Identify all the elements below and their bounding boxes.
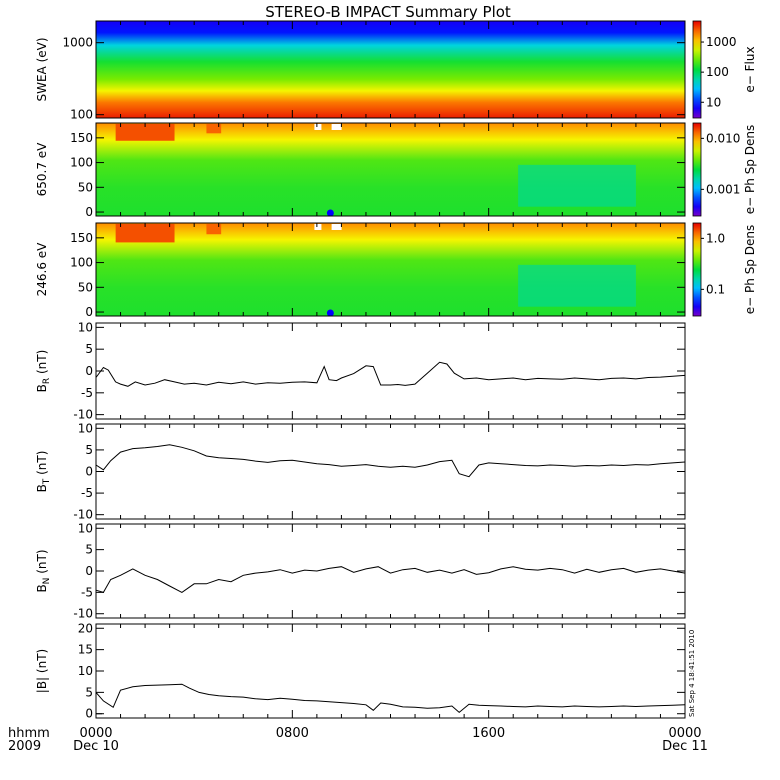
colorbar-scale [692,222,702,317]
heatmap-spot [326,309,334,317]
series-line [95,683,686,714]
data-gap [331,224,342,230]
panel-1: 100 1000 SWEA (eV) [35,20,686,122]
y-tick-label: -5 [81,585,93,599]
y-tick-label: 0 [85,465,93,479]
time-date-label: Dec 11 [662,739,708,754]
y-tick-label: 10 [78,421,93,435]
y-tick-label: 150 [70,231,93,245]
y-axis-label: BR (nT) [35,350,52,393]
time-tick-label: 0000 [668,726,701,741]
panel-frame [95,523,686,619]
panel-frame [95,322,686,420]
figure-title: STEREO-B IMPACT Summary Plot [265,3,511,21]
colorbar-tick-label: 10 [706,95,721,109]
data-gap [314,124,322,130]
y-tick-label: -10 [73,508,93,522]
y-tick-label: 10 [78,664,93,678]
series-line [95,361,686,387]
heatmap-patch [115,124,175,141]
y-axis-label: 650.7 eV [35,142,49,197]
panel-5: -10 -5 0 5 10 BT (nT) [35,421,686,522]
colorbar-label: e− Flux [743,46,757,92]
heatmap-patch [206,124,222,134]
y-tick-label: 0 [85,364,93,378]
time-axis-row1-label: hhmm [8,726,50,741]
colorbar-tick-label: 1000 [706,35,737,49]
y-tick-label: 5 [85,685,93,699]
panel-2: 0 50 100 150 650.7 eV [35,122,686,219]
y-tick-label: 15 [78,643,93,657]
colorbar-tick-label: 1.0 [706,231,725,245]
colorbar-label: e− Ph Sp Dens [743,225,757,314]
colorbar-tick-label: 0.010 [706,131,740,145]
heatmap-field [96,21,685,118]
y-tick-label: -5 [81,486,93,500]
heatmap-patch [115,224,175,243]
panel-3: 0 50 100 150 246.6 eV [35,222,686,319]
y-axis-label: BN (nT) [35,549,52,592]
y-tick-label: -5 [81,386,93,400]
heatmap-spot [326,209,334,217]
y-tick-label: 0 [85,205,93,219]
time-axis-row2-label: 2009 [8,739,41,754]
y-tick-label: 50 [78,180,93,194]
panel-frame [95,423,686,520]
colorbar-tick-label: 100 [706,65,729,79]
y-tick-label: 10 [78,521,93,535]
y-tick-label: 1000 [62,36,93,50]
data-gap [331,124,342,130]
colorbar-label: e− Ph Sp Dens [743,125,757,214]
y-axis-label: |B| (nT) [35,649,49,693]
data-gap [314,224,322,230]
series-line [95,566,686,593]
series-line [95,444,686,478]
y-tick-label: 0 [85,564,93,578]
y-tick-label: 5 [85,543,93,557]
y-tick-label: 100 [70,156,93,170]
colorbar-scale [692,20,702,119]
time-tick-label: 0800 [276,726,309,741]
time-date-label: Dec 10 [73,739,119,754]
y-tick-label: -10 [73,607,93,621]
y-tick-label: 100 [70,256,93,270]
y-tick-label: 5 [85,443,93,457]
heatmap-patch [206,224,222,235]
panel-7: 0 5 10 15 20 |B| (nT) [35,621,686,721]
colorbar-scale [692,122,702,217]
y-axis-label: BT (nT) [35,451,52,493]
y-tick-label: 10 [78,320,93,334]
heatmap-patch [518,264,636,307]
y-tick-label: -10 [73,408,93,422]
y-tick-label: 50 [78,280,93,294]
y-tick-label: 0 [85,305,93,319]
y-tick-label: 20 [78,621,93,635]
time-tick-label: 1600 [472,726,505,741]
colorbar-2: 0.001 0.010 e− Ph Sp Dens [692,122,757,217]
y-axis-label: SWEA (eV) [35,37,49,101]
y-tick-label: 100 [70,108,93,122]
colorbar-3: 0.1 1.0 e− Ph Sp Dens [692,222,757,317]
y-tick-label: 150 [70,131,93,145]
colorbar-tick-label: 0.001 [706,182,740,196]
time-tick-label: 0000 [79,726,112,741]
colorbar-tick-label: 0.1 [706,282,725,296]
heatmap-patch [518,164,636,207]
y-tick-label: 5 [85,342,93,356]
colorbar-1: 10 100 1000 e− Flux [692,20,757,119]
y-axis-label: 246.6 eV [35,242,49,297]
y-tick-label: 0 [85,707,93,721]
panel-6: -10 -5 0 5 10 BN (nT) [35,521,686,621]
timestamp-stamp: Sat Sep 4 18:41:51 2010 [688,630,696,717]
panel-4: -10 -5 0 5 10 BR (nT) [35,320,686,422]
